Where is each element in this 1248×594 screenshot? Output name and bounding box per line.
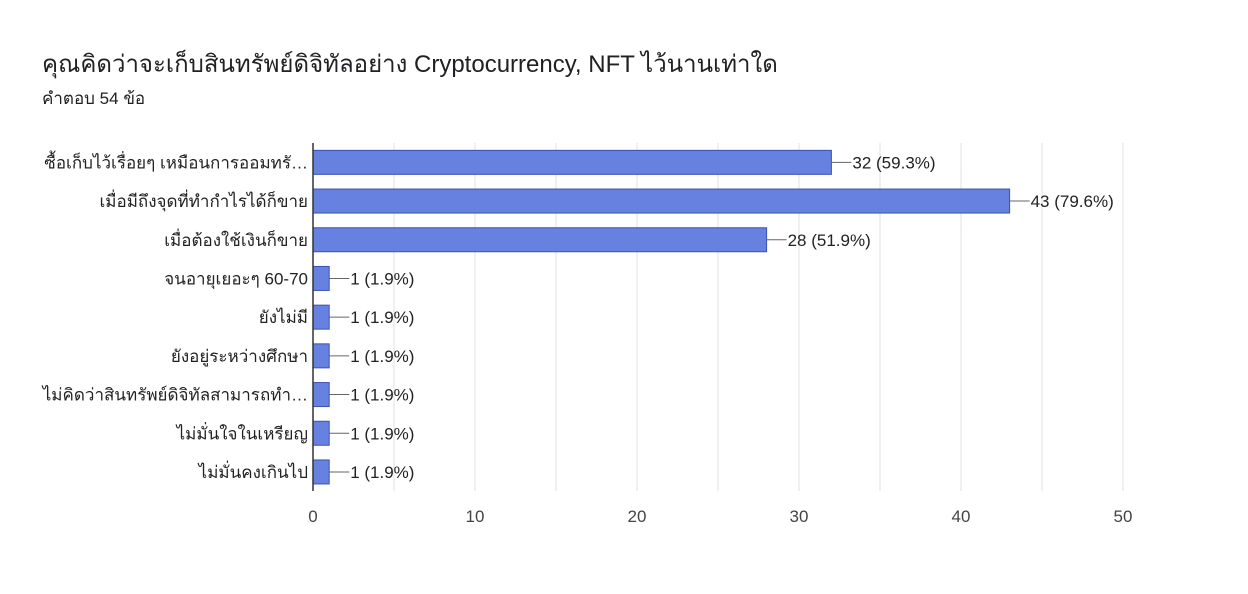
data-label: 1 (1.9%) (350, 347, 414, 366)
category-label: ไม่มั่นใจในเหรียญ (175, 421, 308, 443)
category-label: ซื้อเก็บไว้เรื่อยๆ เหมือนการออมทรั… (44, 150, 308, 172)
category-label: เมื่อต้องใช้เงินก็ขาย (164, 228, 308, 250)
data-label: 1 (1.9%) (350, 463, 414, 482)
data-label: 32 (59.3%) (852, 153, 935, 172)
category-label: ไม่มั่นคงเกินไป (197, 460, 308, 482)
data-label: 1 (1.9%) (350, 424, 414, 443)
chart-title: คุณคิดว่าจะเก็บสินทรัพย์ดิจิทัลอย่าง Cry… (42, 51, 778, 78)
x-tick-label: 40 (952, 507, 971, 526)
data-label: 43 (79.6%) (1031, 192, 1114, 211)
bar (312, 188, 1011, 214)
response-count: คำตอบ 54 ข้อ (42, 89, 146, 108)
category-label: ยังอยู่ระหว่างศึกษา (171, 347, 308, 367)
category-label: ยังไม่มี (259, 307, 308, 327)
category-label: จนอายุเยอะๆ 60-70 (164, 269, 308, 289)
bar (312, 459, 330, 485)
x-tick-label: 20 (628, 507, 647, 526)
data-label: 1 (1.9%) (350, 386, 414, 405)
data-label: 1 (1.9%) (350, 308, 414, 327)
bar (312, 420, 330, 446)
bar (312, 149, 832, 175)
data-label: 1 (1.9%) (350, 269, 414, 288)
bar (312, 227, 768, 253)
data-label: 28 (51.9%) (788, 231, 871, 250)
bar (312, 343, 330, 369)
x-tick-label: 30 (790, 507, 809, 526)
bar (312, 265, 330, 291)
bar (312, 304, 330, 330)
x-tick-label: 10 (466, 507, 485, 526)
category-label: ไม่คิดว่าสินทรัพย์ดิจิทัลสามารถทำ… (41, 385, 308, 405)
x-tick-label: 50 (1114, 507, 1133, 526)
category-label: เมื่อมีถึงจุดที่ทำกำไรได้ก็ขาย (99, 189, 308, 212)
x-tick-label: 0 (308, 507, 317, 526)
bar (312, 382, 330, 408)
